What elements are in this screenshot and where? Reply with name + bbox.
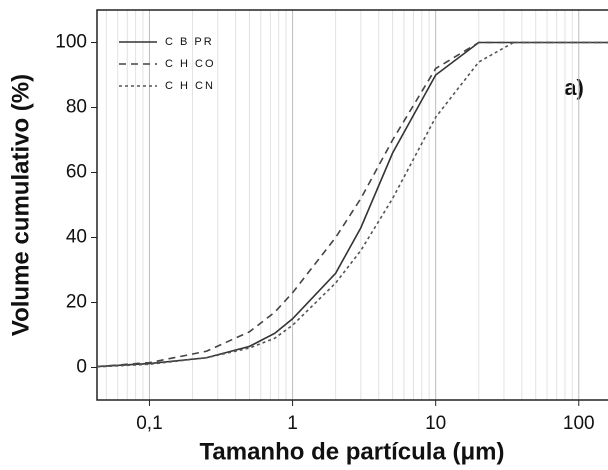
data-line [96, 41, 608, 368]
x-tick-label: 100 [563, 413, 595, 434]
y-tick-label: 40 [66, 227, 87, 248]
y-tick-label: 60 [66, 162, 87, 183]
y-tick-label: 20 [66, 292, 87, 313]
legend-label: C H CN [165, 80, 215, 92]
plot-frame [96, 9, 608, 401]
legend-label: C H CO [165, 58, 216, 70]
x-tick-label: 10 [425, 413, 446, 434]
y-axis-label: Volume cumulativo (%) [7, 74, 34, 336]
y-tick-label: 100 [55, 32, 87, 53]
legend-label: C B PR [165, 36, 214, 48]
data-line [96, 41, 608, 368]
y-tick-label: 80 [66, 97, 87, 118]
annotation: a) [564, 75, 584, 100]
x-tick-label: 0,1 [136, 413, 162, 434]
x-tick-label: 1 [287, 413, 298, 434]
x-axis-label: Tamanho de partícula (μm) [200, 438, 505, 465]
y-tick-label: 0 [76, 357, 87, 378]
